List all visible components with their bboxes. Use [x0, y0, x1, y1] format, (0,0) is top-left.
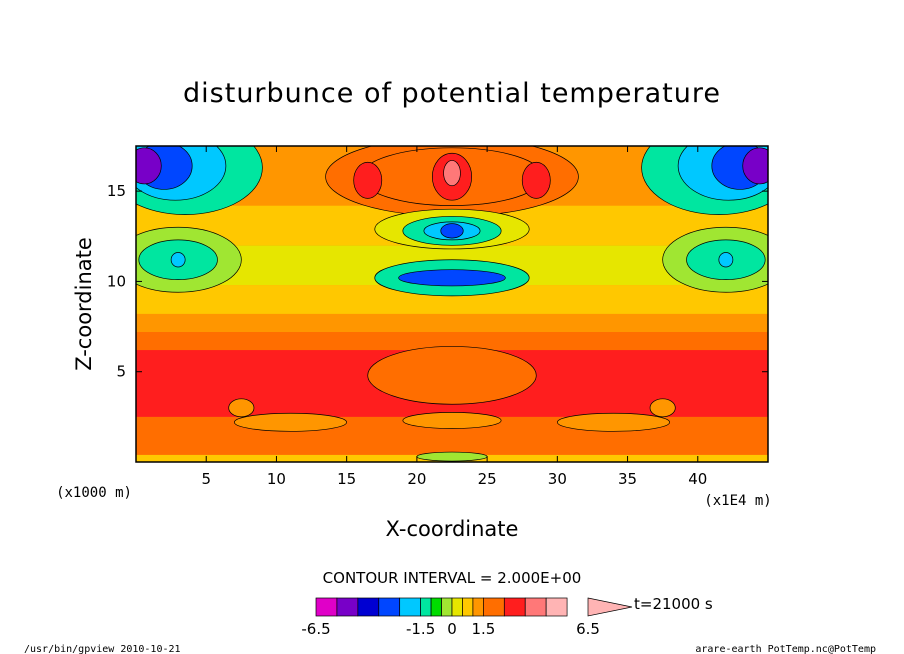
- colorbar-tick-label: 0: [447, 620, 457, 638]
- y-tick-label: 15: [107, 182, 126, 200]
- x-tick-label: 25: [478, 470, 497, 488]
- contour-feature: [416, 451, 488, 462]
- x-tick-label: 30: [548, 470, 567, 488]
- colorbar-segment: [441, 597, 453, 617]
- contour-feature: [367, 346, 537, 405]
- chart-title: disturbunce of potential temperature: [183, 78, 721, 109]
- colorbar-tick-label: -6.5: [301, 620, 330, 638]
- contour-feature: [556, 412, 671, 432]
- colorbar-segment: [462, 597, 474, 617]
- colorbar-segment: [451, 597, 463, 617]
- x-axis-ticks: 5 10 15 20 25 30 35 40: [201, 146, 707, 488]
- plot-frame: [135, 145, 769, 463]
- contour-feature: [228, 398, 255, 418]
- x-tick-label: 20: [407, 470, 426, 488]
- y-tick-label: 5: [116, 363, 126, 381]
- colorbar-segment: [524, 597, 547, 617]
- colorbar-tick-label: -1.5: [406, 620, 435, 638]
- footer-right: arare-earth_PotTemp.nc@PotTemp: [695, 644, 876, 654]
- contour-feature: [440, 223, 464, 239]
- time-label: t=21000 s: [634, 595, 713, 613]
- x-tick-label: 15: [337, 470, 356, 488]
- contour-features: [136, 146, 768, 462]
- contour-feature: [649, 398, 676, 418]
- colorbar-tick-label: 6.5: [576, 620, 600, 638]
- colorbar-segment: [357, 597, 380, 617]
- colorbar-segment: [430, 597, 442, 617]
- x-tick-label: 5: [201, 470, 211, 488]
- colorbar-segment: [503, 597, 526, 617]
- contour-feature: [402, 411, 502, 429]
- plot-area: [136, 146, 768, 462]
- colorbar-arrow: [587, 597, 633, 617]
- x-tick-label: 40: [688, 470, 707, 488]
- contour-feature: [521, 161, 551, 199]
- contour-feature: [170, 252, 186, 268]
- contour-feature: [742, 147, 768, 185]
- colorbar-segment: [483, 597, 505, 617]
- x-tick-label: 35: [618, 470, 637, 488]
- contour-feature: [443, 160, 461, 187]
- footer-left: /usr/bin/gpview 2010-10-21: [24, 644, 181, 654]
- x-tick-label: 10: [267, 470, 286, 488]
- contour-feature: [233, 412, 348, 432]
- x-unit-label: (x1000 m): [56, 485, 132, 501]
- colorbar-segment: [545, 597, 568, 617]
- colorbar-tick-label: 1.5: [471, 620, 495, 638]
- x-axis-title: X-coordinate: [386, 517, 519, 541]
- colorbar-segment: [399, 597, 421, 617]
- contour-feature: [136, 147, 162, 185]
- contour-band: [136, 313, 768, 332]
- colorbar-segment: [336, 597, 359, 617]
- colorbar-segment: [315, 597, 338, 617]
- contour-feature: [398, 269, 506, 287]
- y-axis-ticks: 5 10 15: [107, 182, 768, 381]
- colorbar-segment: [472, 597, 484, 617]
- contour-band: [136, 331, 768, 351]
- colorbar-segment: [420, 597, 432, 617]
- x-multiplier-label: (x1E4 m): [704, 493, 771, 509]
- colorbar-segment: [378, 597, 401, 617]
- contour-feature: [353, 161, 383, 199]
- contour-interval-label: CONTOUR INTERVAL = 2.000E+00: [323, 569, 582, 587]
- contour-feature: [718, 252, 734, 268]
- y-tick-label: 10: [107, 272, 126, 290]
- y-axis-title: Z-coordinate: [72, 237, 96, 371]
- colorbar: -6.5 -1.5 0 1.5 6.5: [301, 597, 633, 638]
